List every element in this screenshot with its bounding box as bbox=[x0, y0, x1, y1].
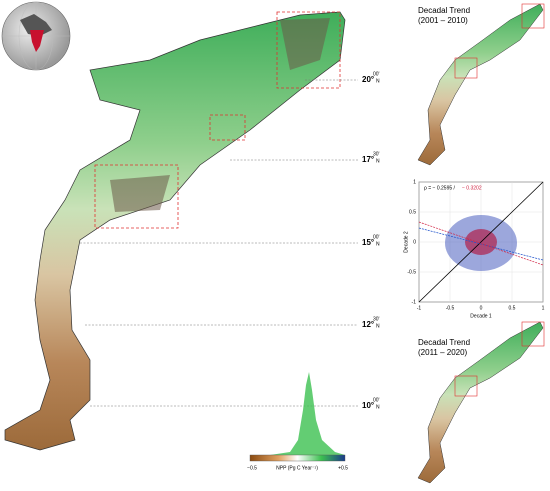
latitude-minute: 30' bbox=[373, 316, 380, 322]
x-axis-label: Decade 1 bbox=[470, 313, 492, 319]
latitude-degree: 17° bbox=[362, 155, 374, 164]
panel-subtitle: (2011 – 2020) bbox=[418, 348, 468, 357]
fit-line-blue bbox=[418, 227, 544, 261]
correlation-red: − 0.3202 bbox=[462, 185, 482, 191]
histogram bbox=[270, 372, 345, 455]
x-tick-label: 0.5 bbox=[509, 305, 516, 311]
latitude-minute: 00' bbox=[373, 397, 380, 403]
latitude-hemisphere: N bbox=[376, 158, 380, 164]
latitude-minute: 30' bbox=[373, 151, 380, 157]
x-tick-label: 1 bbox=[542, 305, 545, 311]
identity-line bbox=[418, 181, 544, 303]
colorbar bbox=[249, 454, 346, 462]
colorbar-title: NPP (Pg C Year⁻¹) bbox=[276, 465, 318, 471]
y-tick-label: -0.5 bbox=[407, 269, 416, 275]
latitude-minute: 00' bbox=[373, 71, 380, 77]
panel-title: Decadal Trend bbox=[418, 338, 470, 347]
latitude-degree: 15° bbox=[362, 238, 374, 247]
y-axis-label: Decade 2 bbox=[403, 231, 409, 253]
latitude-hemisphere: N bbox=[376, 323, 380, 329]
colorbar-max: +0.5 bbox=[338, 465, 348, 471]
small-boxes bbox=[454, 321, 545, 397]
colorbar-min: −0.5 bbox=[247, 465, 257, 471]
small-boxes bbox=[454, 3, 545, 79]
x-tick-label: 0 bbox=[480, 305, 483, 311]
y-tick-label: 0 bbox=[413, 239, 416, 245]
y-tick-label: 1 bbox=[413, 179, 416, 185]
y-tick-label: -1 bbox=[412, 299, 417, 305]
correlation: ρ = − 0.2595 / bbox=[424, 185, 456, 191]
main-map bbox=[4, 11, 346, 451]
fit-line-red bbox=[418, 221, 544, 266]
latitude-degree: 20° bbox=[362, 75, 374, 84]
latitude-hemisphere: N bbox=[376, 404, 380, 410]
small-map bbox=[417, 3, 544, 166]
y-tick-label: 0.5 bbox=[409, 209, 416, 215]
globe-inset bbox=[1, 1, 71, 71]
latitude-degree: 10° bbox=[362, 401, 374, 410]
highlight-boxes bbox=[94, 11, 341, 229]
x-tick-label: -1 bbox=[417, 305, 422, 311]
latitude-degree: 12° bbox=[362, 320, 374, 329]
dark-patch bbox=[110, 18, 330, 212]
small-map bbox=[417, 321, 544, 484]
latitude-hemisphere: N bbox=[376, 241, 380, 247]
latitude-minute: 00' bbox=[373, 234, 380, 240]
panel-subtitle: (2001 – 2010) bbox=[418, 16, 468, 25]
latitude-hemisphere: N bbox=[376, 78, 380, 84]
panel-title: Decadal Trend bbox=[418, 6, 470, 15]
x-tick-label: -0.5 bbox=[446, 305, 455, 311]
